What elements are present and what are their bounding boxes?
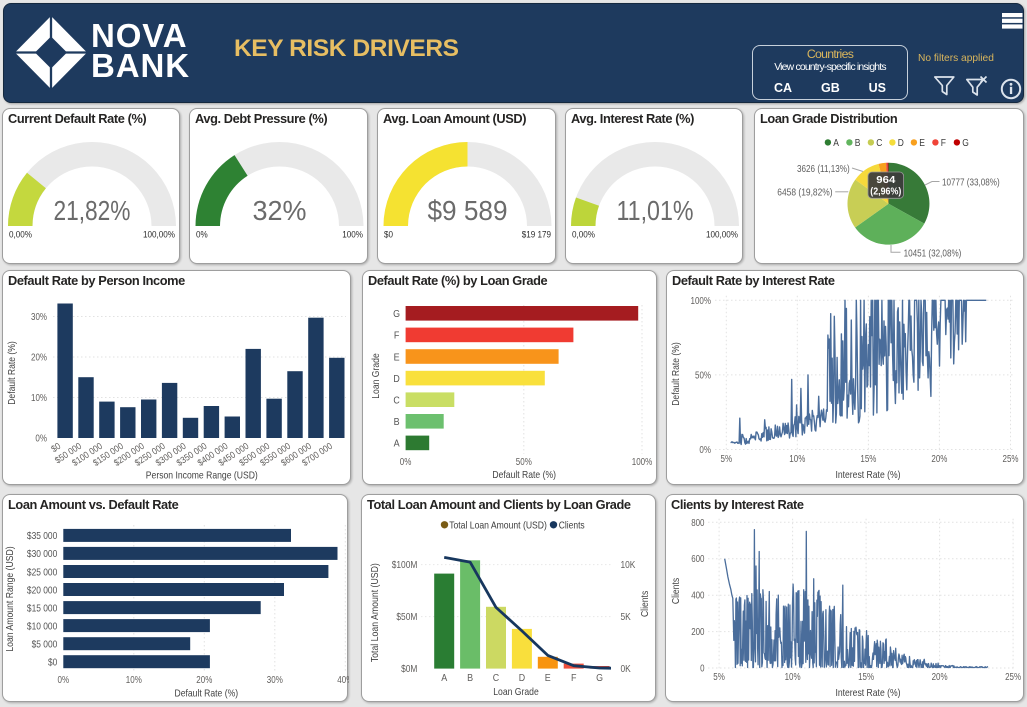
svg-text:0K: 0K bbox=[621, 663, 631, 675]
svg-text:F: F bbox=[571, 672, 577, 684]
svg-text:Clients: Clients bbox=[639, 591, 651, 617]
svg-text:Default Rate (%): Default Rate (%) bbox=[492, 469, 556, 481]
svg-text:Default Rate (%): Default Rate (%) bbox=[670, 342, 682, 406]
svg-text:Loan Amount Range (USD): Loan Amount Range (USD) bbox=[4, 546, 16, 651]
svg-text:$0: $0 bbox=[384, 230, 393, 240]
svg-text:10%: 10% bbox=[789, 454, 805, 465]
svg-text:$5 000: $5 000 bbox=[32, 639, 58, 651]
svg-text:200: 200 bbox=[691, 627, 705, 638]
svg-text:E: E bbox=[545, 672, 551, 684]
svg-text:10%: 10% bbox=[785, 672, 801, 683]
svg-text:A: A bbox=[441, 672, 447, 684]
svg-text:C: C bbox=[393, 395, 400, 407]
svg-text:100%: 100% bbox=[342, 230, 363, 240]
svg-text:Loan Grade: Loan Grade bbox=[493, 686, 539, 698]
svg-text:0%: 0% bbox=[699, 445, 711, 456]
svg-text:D: D bbox=[519, 672, 526, 684]
svg-text:D: D bbox=[898, 138, 904, 149]
svg-text:E: E bbox=[394, 351, 400, 363]
svg-text:G: G bbox=[962, 138, 969, 149]
svg-text:0%: 0% bbox=[196, 230, 208, 240]
svg-text:0%: 0% bbox=[58, 675, 70, 686]
svg-text:100%: 100% bbox=[691, 296, 712, 307]
svg-text:Interest Rate (%): Interest Rate (%) bbox=[835, 687, 900, 699]
svg-text:11,01%: 11,01% bbox=[617, 195, 694, 226]
svg-text:10%: 10% bbox=[31, 393, 47, 404]
svg-text:40%: 40% bbox=[337, 675, 349, 686]
svg-text:$0M: $0M bbox=[401, 663, 417, 675]
svg-text:3626 (11,13%): 3626 (11,13%) bbox=[797, 164, 850, 175]
svg-text:25%: 25% bbox=[1005, 672, 1021, 683]
svg-text:20%: 20% bbox=[932, 672, 948, 683]
svg-text:$20 000: $20 000 bbox=[27, 584, 58, 596]
svg-text:30%: 30% bbox=[31, 312, 47, 323]
svg-text:D: D bbox=[393, 373, 400, 385]
svg-text:15%: 15% bbox=[860, 454, 876, 465]
svg-text:G: G bbox=[596, 672, 603, 684]
svg-text:$35 000: $35 000 bbox=[27, 530, 58, 542]
svg-text:0,00%: 0,00% bbox=[9, 230, 32, 240]
svg-text:Clients: Clients bbox=[559, 521, 585, 532]
svg-text:0: 0 bbox=[700, 664, 705, 675]
svg-text:6458 (19,82%): 6458 (19,82%) bbox=[777, 188, 832, 199]
svg-text:30%: 30% bbox=[267, 675, 283, 686]
svg-text:A: A bbox=[394, 438, 400, 450]
svg-text:$100M: $100M bbox=[392, 559, 418, 571]
svg-text:F: F bbox=[941, 138, 946, 149]
svg-text:0%: 0% bbox=[400, 457, 412, 468]
svg-text:800: 800 bbox=[691, 518, 705, 529]
svg-text:B: B bbox=[467, 672, 473, 684]
svg-text:$25 000: $25 000 bbox=[27, 566, 58, 578]
svg-text:50%: 50% bbox=[516, 457, 532, 468]
svg-text:100%: 100% bbox=[632, 457, 653, 468]
svg-text:$9 589: $9 589 bbox=[428, 195, 508, 226]
svg-text:E: E bbox=[919, 138, 925, 149]
svg-text:$15 000: $15 000 bbox=[27, 602, 58, 614]
svg-text:5%: 5% bbox=[713, 672, 725, 683]
svg-text:21,82%: 21,82% bbox=[54, 195, 131, 226]
svg-text:10%: 10% bbox=[126, 675, 142, 686]
svg-text:G: G bbox=[393, 308, 400, 320]
svg-text:Loan Grade: Loan Grade bbox=[370, 353, 382, 399]
svg-text:100,00%: 100,00% bbox=[706, 230, 738, 240]
svg-text:Default Rate (%): Default Rate (%) bbox=[175, 688, 239, 700]
svg-text:Total Loan Amount (USD): Total Loan Amount (USD) bbox=[449, 521, 547, 532]
svg-text:Person Income Range (USD): Person Income Range (USD) bbox=[146, 470, 258, 482]
svg-text:$30 000: $30 000 bbox=[27, 548, 58, 560]
svg-text:B: B bbox=[394, 416, 400, 428]
svg-text:Interest Rate (%): Interest Rate (%) bbox=[835, 469, 900, 481]
svg-text:20%: 20% bbox=[196, 675, 212, 686]
svg-text:400: 400 bbox=[691, 591, 705, 602]
svg-text:5%: 5% bbox=[721, 454, 733, 465]
svg-text:C: C bbox=[876, 138, 882, 149]
svg-text:15%: 15% bbox=[858, 672, 874, 683]
svg-text:964: 964 bbox=[876, 175, 895, 186]
svg-text:C: C bbox=[493, 672, 500, 684]
svg-text:20%: 20% bbox=[931, 454, 947, 465]
svg-text:$10 000: $10 000 bbox=[27, 620, 58, 632]
svg-text:0,00%: 0,00% bbox=[572, 230, 595, 240]
svg-text:Default Rate (%): Default Rate (%) bbox=[6, 341, 18, 405]
svg-text:A: A bbox=[833, 138, 839, 149]
svg-text:5K: 5K bbox=[621, 611, 631, 623]
svg-text:$50M: $50M bbox=[396, 611, 417, 623]
svg-text:$0: $0 bbox=[48, 657, 57, 669]
svg-text:Clients: Clients bbox=[670, 578, 682, 604]
svg-text:10777 (33,08%): 10777 (33,08%) bbox=[942, 178, 1000, 189]
svg-text:50%: 50% bbox=[695, 370, 711, 381]
svg-text:100,00%: 100,00% bbox=[143, 230, 175, 240]
svg-text:25%: 25% bbox=[1003, 454, 1019, 465]
svg-text:10451 (32,08%): 10451 (32,08%) bbox=[904, 248, 962, 259]
svg-text:$19 179: $19 179 bbox=[522, 230, 551, 240]
svg-text:20%: 20% bbox=[31, 353, 47, 364]
svg-text:B: B bbox=[855, 138, 861, 149]
svg-text:0%: 0% bbox=[35, 434, 47, 445]
svg-text:(2,96%): (2,96%) bbox=[870, 187, 901, 198]
svg-text:Total Loan Amount (USD): Total Loan Amount (USD) bbox=[369, 563, 381, 662]
svg-text:F: F bbox=[394, 330, 400, 342]
svg-text:600: 600 bbox=[691, 554, 705, 565]
svg-text:32%: 32% bbox=[253, 195, 307, 226]
svg-text:10K: 10K bbox=[621, 559, 636, 571]
